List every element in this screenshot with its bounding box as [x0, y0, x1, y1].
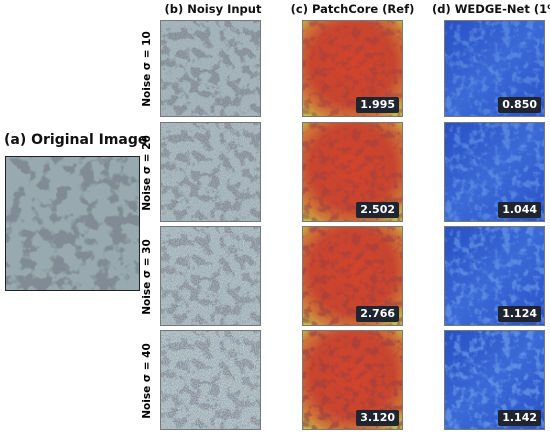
wedge-net-score: 1.124 — [498, 306, 541, 322]
row-label-noise-40: Noise σ = 40 — [141, 343, 153, 419]
patchcore-score: 2.766 — [356, 306, 399, 322]
row-label-noise-30: Noise σ = 30 — [141, 239, 153, 315]
column-title-wedge-net: (d) WEDGE-Net (1%) — [432, 2, 550, 16]
row-label-noise-10: Noise σ = 10 — [141, 31, 153, 107]
wedge-net-heatmap-panel: 0.850 — [444, 20, 545, 117]
wedge-net-heatmap-panel: 1.044 — [444, 122, 545, 222]
original-image — [5, 156, 140, 291]
wedge-net-score: 1.044 — [498, 202, 541, 218]
patchcore-heatmap-panel: 2.766 — [302, 226, 403, 326]
column-title-noisy-input: (b) Noisy Input — [164, 2, 262, 16]
wedge-net-score: 0.850 — [498, 97, 541, 113]
patchcore-score: 1.995 — [356, 97, 399, 113]
wedge-net-score: 1.142 — [498, 410, 541, 426]
patchcore-heatmap-panel: 2.502 — [302, 122, 403, 222]
noisy-input-panel — [160, 122, 261, 222]
patchcore-heatmap-panel: 3.120 — [302, 330, 403, 430]
row-label-noise-20: Noise σ = 20 — [141, 135, 153, 211]
patchcore-heatmap-panel: 1.995 — [302, 20, 403, 117]
patchcore-score: 3.120 — [356, 410, 399, 426]
noisy-input-panel — [160, 330, 261, 430]
patchcore-score: 2.502 — [356, 202, 399, 218]
noisy-input-panel — [160, 226, 261, 326]
wedge-net-heatmap-panel: 1.124 — [444, 226, 545, 326]
noisy-input-panel — [160, 20, 261, 117]
column-title-patchcore: (c) PatchCore (Ref) — [290, 2, 415, 16]
original-image-title: (a) Original Image — [4, 132, 148, 148]
wedge-net-heatmap-panel: 1.142 — [444, 330, 545, 430]
